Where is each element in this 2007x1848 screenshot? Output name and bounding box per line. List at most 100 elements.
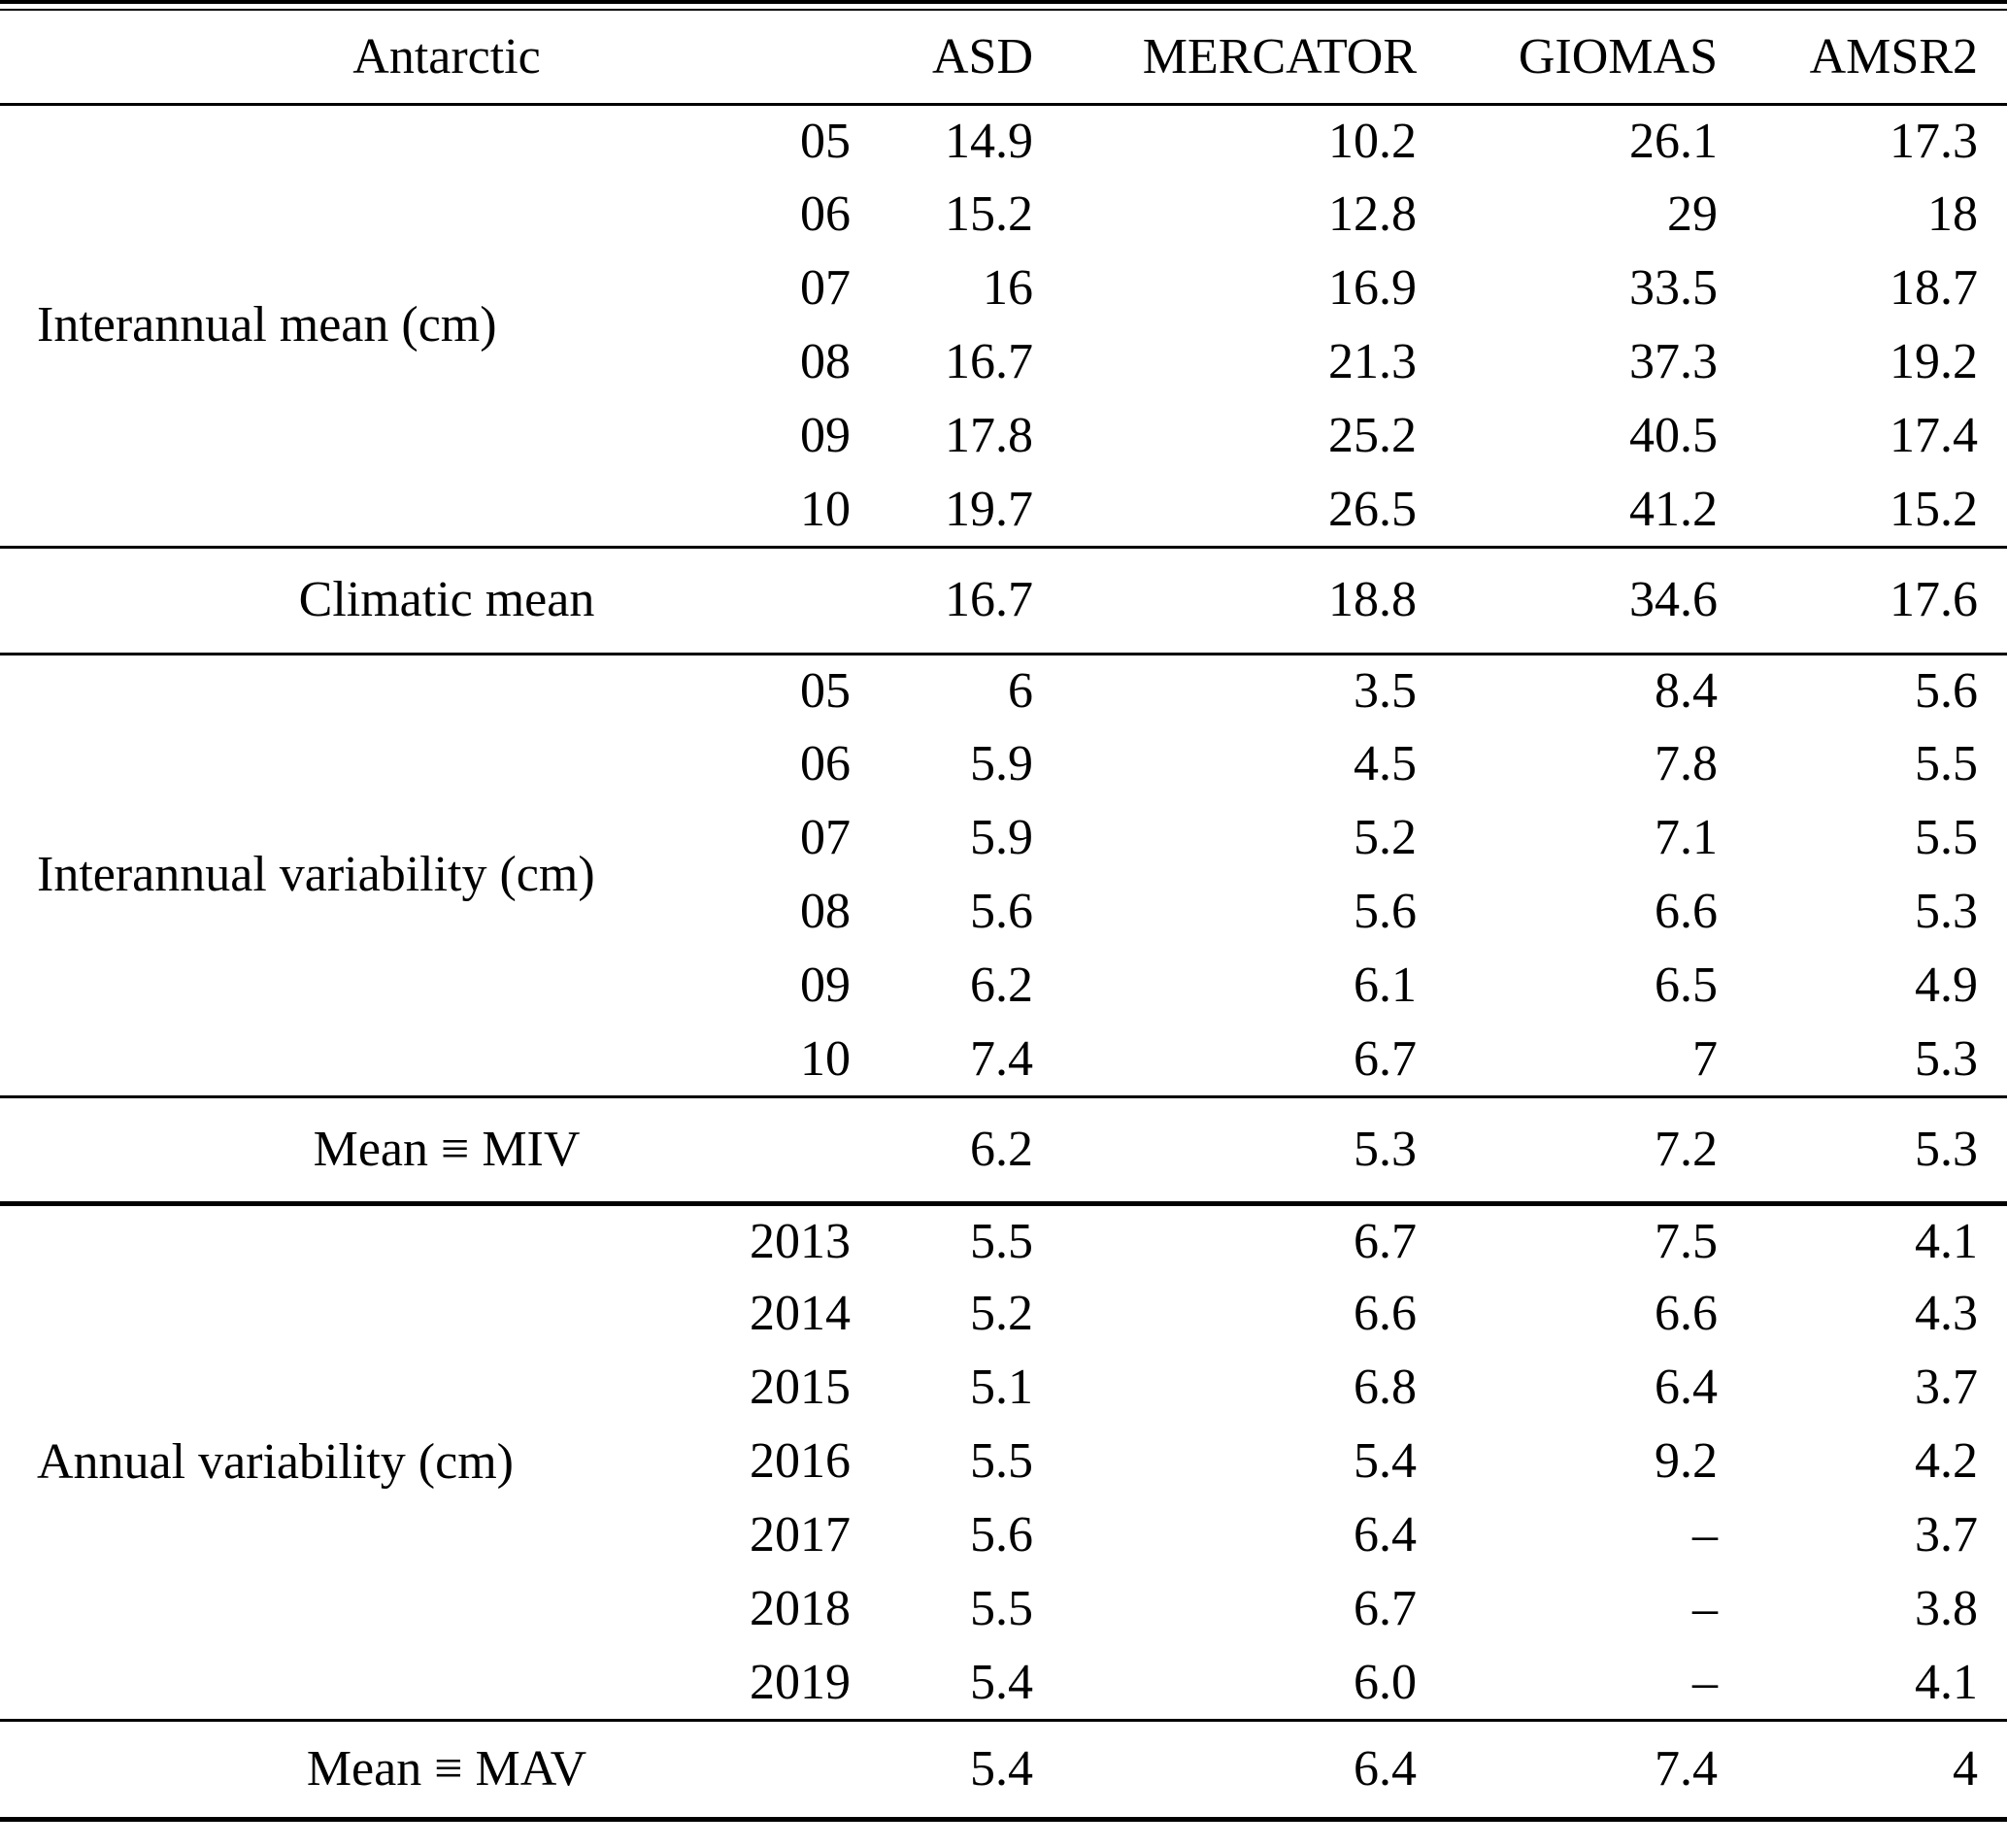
value-cell: 16 — [983, 260, 1034, 317]
summary-value-cell: 7.4 — [1655, 1741, 1719, 1798]
period-cell: 06 — [800, 736, 852, 792]
value-cell: 5.9 — [970, 810, 1034, 866]
value-cell: 4.9 — [1915, 958, 1979, 1014]
value-cell: – — [1692, 1654, 1719, 1710]
region-header: Antarctic — [352, 28, 541, 84]
value-cell: 18.7 — [1890, 260, 1979, 317]
summary-value-cell: 5.3 — [1354, 1121, 1418, 1177]
value-cell: 18 — [1927, 186, 1979, 243]
section-interannual-variability: Interannual variability (cm) 05 6 3.5 8.… — [0, 654, 2007, 1096]
value-cell: 6.7 — [1354, 1213, 1418, 1269]
value-cell: 17.4 — [1890, 408, 1979, 464]
value-cell: 33.5 — [1629, 260, 1719, 317]
value-cell: 15.2 — [1890, 481, 1979, 537]
value-cell: 4.5 — [1354, 736, 1418, 792]
table-row: 08 16.7 21.3 37.3 19.2 — [0, 325, 2007, 399]
table-row: Interannual mean (cm) 05 14.9 10.2 26.1 … — [0, 104, 2007, 353]
table-row: 07 16 16.9 33.5 18.7 — [0, 252, 2007, 325]
value-cell: 6.6 — [1655, 1286, 1719, 1342]
table-row: Annual variability (cm) 2013 5.5 6.7 7.5… — [0, 1203, 2007, 1490]
column-header-amsr2: AMSR2 — [1809, 28, 1979, 84]
value-cell: 29 — [1667, 186, 1719, 243]
value-cell: 7 — [1692, 1030, 1719, 1087]
period-cell: 10 — [800, 481, 852, 537]
value-cell: 5.4 — [1354, 1433, 1418, 1490]
table-row: 2016 5.5 5.4 9.2 4.2 — [0, 1425, 2007, 1498]
period-cell: 2017 — [750, 1507, 852, 1563]
value-cell: 7.1 — [1655, 810, 1719, 866]
table-row: 2019 5.4 6.0 – 4.1 — [0, 1646, 2007, 1720]
table-row: 10 7.4 6.7 7 5.3 — [0, 1023, 2007, 1096]
summary-value-cell: 6.2 — [970, 1121, 1034, 1177]
value-cell: 19.2 — [1890, 334, 1979, 390]
table-row: 08 5.6 5.6 6.6 5.3 — [0, 875, 2007, 949]
value-cell: 5.1 — [970, 1360, 1034, 1416]
value-cell: 4.2 — [1915, 1433, 1979, 1490]
value-cell: 5.5 — [970, 1433, 1034, 1490]
period-cell: 09 — [800, 958, 852, 1014]
section-interannual-mean: Interannual mean (cm) 05 14.9 10.2 26.1 … — [0, 104, 2007, 547]
section-label: Interannual mean (cm) — [37, 297, 497, 353]
table-row: 09 17.8 25.2 40.5 17.4 — [0, 399, 2007, 473]
antarctic-statistics-table: Antarctic ASD MERCATOR GIOMAS AMSR2 Inte… — [0, 11, 2007, 1817]
value-cell: 6.4 — [1354, 1507, 1418, 1563]
value-cell: 12.8 — [1328, 186, 1418, 243]
period-cell: 09 — [800, 408, 852, 464]
value-cell: 26.1 — [1629, 114, 1719, 170]
period-cell: 05 — [800, 663, 852, 720]
value-cell: 5.5 — [970, 1213, 1034, 1269]
value-cell: 14.9 — [945, 114, 1034, 170]
table-row: Interannual variability (cm) 05 6 3.5 8.… — [0, 654, 2007, 902]
summary-row: Mean ≡ MAV 5.4 6.4 7.4 4 — [0, 1720, 2007, 1817]
value-cell: 15.2 — [945, 186, 1034, 243]
mav-mean-block: Mean ≡ MAV 5.4 6.4 7.4 4 — [0, 1720, 2007, 1817]
value-cell: 6.5 — [1655, 958, 1719, 1014]
summary-row: Climatic mean 16.7 18.8 34.6 17.6 — [0, 547, 2007, 654]
summary-value-cell: 6.4 — [1354, 1741, 1418, 1798]
value-cell: 6.1 — [1354, 958, 1418, 1014]
value-cell: 6.0 — [1354, 1654, 1418, 1710]
period-cell: 06 — [800, 186, 852, 243]
section-annual-variability: Annual variability (cm) 2013 5.5 6.7 7.5… — [0, 1203, 2007, 1720]
value-cell: 16.9 — [1328, 260, 1418, 317]
value-cell: 9.2 — [1655, 1433, 1719, 1490]
value-cell: 8.4 — [1655, 663, 1719, 720]
period-cell: 07 — [800, 810, 852, 866]
table-row: 06 5.9 4.5 7.8 5.5 — [0, 727, 2007, 801]
summary-value-cell: 4 — [1953, 1741, 1979, 1798]
summary-value-cell: 34.6 — [1629, 572, 1719, 628]
period-cell: 08 — [800, 884, 852, 940]
top-rule-thick — [0, 0, 2007, 4]
period-cell: 2013 — [750, 1213, 852, 1269]
value-cell: 16.7 — [945, 334, 1034, 390]
table-row: 07 5.9 5.2 7.1 5.5 — [0, 801, 2007, 875]
value-cell: – — [1692, 1507, 1719, 1563]
value-cell: 5.6 — [970, 1507, 1034, 1563]
value-cell: 3.8 — [1915, 1581, 1979, 1637]
value-cell: 5.5 — [1915, 736, 1979, 792]
period-cell: 10 — [800, 1030, 852, 1087]
value-cell: 19.7 — [945, 481, 1034, 537]
value-cell: 5.3 — [1915, 1030, 1979, 1087]
period-cell: 2015 — [750, 1360, 852, 1416]
value-cell: 10.2 — [1328, 114, 1418, 170]
value-cell: 6.6 — [1655, 884, 1719, 940]
summary-value-cell: 5.4 — [970, 1741, 1034, 1798]
table-row: 06 15.2 12.8 29 18 — [0, 178, 2007, 252]
summary-value-cell: 18.8 — [1328, 572, 1418, 628]
column-header-mercator: MERCATOR — [1142, 28, 1418, 84]
bottom-rule — [0, 1817, 2007, 1822]
table-row: 10 19.7 26.5 41.2 15.2 — [0, 473, 2007, 547]
summary-label: Mean ≡ MAV — [306, 1741, 587, 1798]
summary-value-cell: 17.6 — [1890, 572, 1979, 628]
value-cell: 5.6 — [1915, 663, 1979, 720]
table-header: Antarctic ASD MERCATOR GIOMAS AMSR2 — [0, 11, 2007, 104]
value-cell: 6.7 — [1354, 1581, 1418, 1637]
value-cell: 6.7 — [1354, 1030, 1418, 1087]
column-header-giomas: GIOMAS — [1518, 28, 1719, 84]
value-cell: 7.4 — [970, 1030, 1034, 1087]
value-cell: 4.3 — [1915, 1286, 1979, 1342]
value-cell: 5.6 — [970, 884, 1034, 940]
column-header-asd: ASD — [931, 28, 1034, 84]
value-cell: 7.8 — [1655, 736, 1719, 792]
